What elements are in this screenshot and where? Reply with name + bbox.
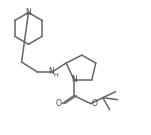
Text: N: N [48, 68, 54, 76]
Text: O: O [55, 99, 61, 108]
Text: H: H [54, 73, 59, 78]
Text: O: O [92, 99, 98, 108]
Text: N: N [71, 75, 77, 84]
Text: N: N [26, 8, 31, 17]
